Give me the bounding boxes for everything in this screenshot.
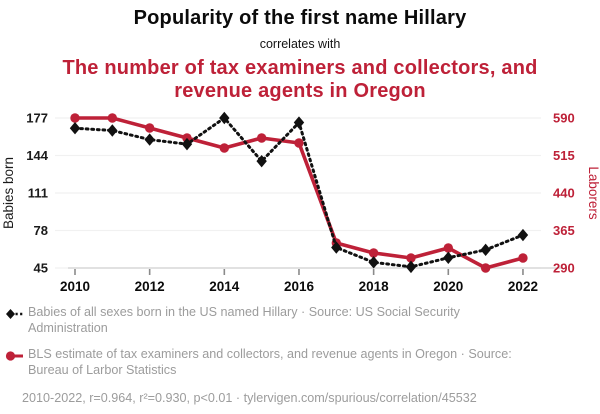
chart-title: Popularity of the first name Hillary <box>133 7 467 29</box>
left-axis-tick-label: 45 <box>34 261 48 276</box>
data-point-circle <box>368 248 379 258</box>
data-point-diamond <box>144 133 155 146</box>
data-point-circle <box>144 123 155 133</box>
x-tick-label: 2018 <box>359 279 390 294</box>
left-axis-tick-label: 144 <box>26 148 48 163</box>
x-tick-label: 2016 <box>284 279 315 294</box>
right-axis-tick-label: 440 <box>553 186 575 201</box>
red-circle-solid-line-icon <box>5 351 23 361</box>
right-axis-tick-label: 365 <box>553 223 575 238</box>
legend-item-hillary-label: Babies of all sexes born in the US named… <box>28 305 460 335</box>
data-point-diamond <box>368 256 379 269</box>
data-point-diamond <box>517 228 529 242</box>
data-point-circle <box>294 138 304 148</box>
stats-footnote: 2010-2022, r=0.964, r²=0.930, p<0.01 · t… <box>22 391 477 405</box>
data-point-circle <box>406 253 416 263</box>
x-tick-label: 2010 <box>60 279 90 294</box>
right-axis-tick-label: 515 <box>553 148 575 163</box>
data-point-diamond <box>181 137 193 151</box>
x-tick-label: 2022 <box>508 279 538 294</box>
chart-connector-text: correlates with <box>259 37 341 51</box>
data-point-diamond <box>405 260 417 274</box>
x-tick-label: 2014 <box>209 279 240 294</box>
right-axis-tick-label: 290 <box>553 261 575 276</box>
legend-item-laborers: BLS estimate of tax examiners and collec… <box>5 347 598 378</box>
x-tick-label: 2012 <box>135 279 165 294</box>
data-point-diamond <box>256 154 267 168</box>
data-point-circle <box>219 143 230 153</box>
data-point-diamond <box>293 116 305 129</box>
right-axis-tick-label: 590 <box>553 111 575 126</box>
data-point-circle <box>480 263 491 273</box>
black-diamond-dashed-line-icon <box>6 309 24 319</box>
chart-header: Popularity of the first name Hillary cor… <box>0 7 600 103</box>
left-axis-title: Babies born <box>1 157 16 229</box>
data-point-circle <box>443 243 453 253</box>
chart-subtitle: The number of tax examiners and collecto… <box>62 57 538 102</box>
data-point-diamond <box>480 243 491 257</box>
data-point-circle <box>70 113 80 123</box>
data-point-diamond <box>219 111 230 125</box>
data-point-diamond <box>107 124 118 137</box>
legend-item-hillary: Babies of all sexes born in the US named… <box>5 305 598 336</box>
chart-legend: Babies of all sexes born in the US named… <box>5 305 598 405</box>
data-point-circle <box>256 133 267 143</box>
legend-item-laborers-label: BLS estimate of tax examiners and collec… <box>28 347 512 377</box>
line-chart-plot: 2010 2012 2014 2016 2018 2020 2022 177 144 111 78 4… <box>1 111 600 295</box>
data-point-diamond <box>69 122 81 135</box>
left-axis-tick-label: 78 <box>34 223 48 238</box>
right-axis-title: Laborers <box>586 166 600 220</box>
x-tick-label: 2020 <box>433 279 463 294</box>
left-axis-tick-label: 177 <box>26 111 48 126</box>
data-point-diamond <box>331 241 342 254</box>
data-point-circle <box>107 113 118 123</box>
data-point-circle <box>518 253 528 263</box>
data-point-diamond <box>443 251 454 264</box>
left-axis-tick-label: 111 <box>28 186 48 201</box>
